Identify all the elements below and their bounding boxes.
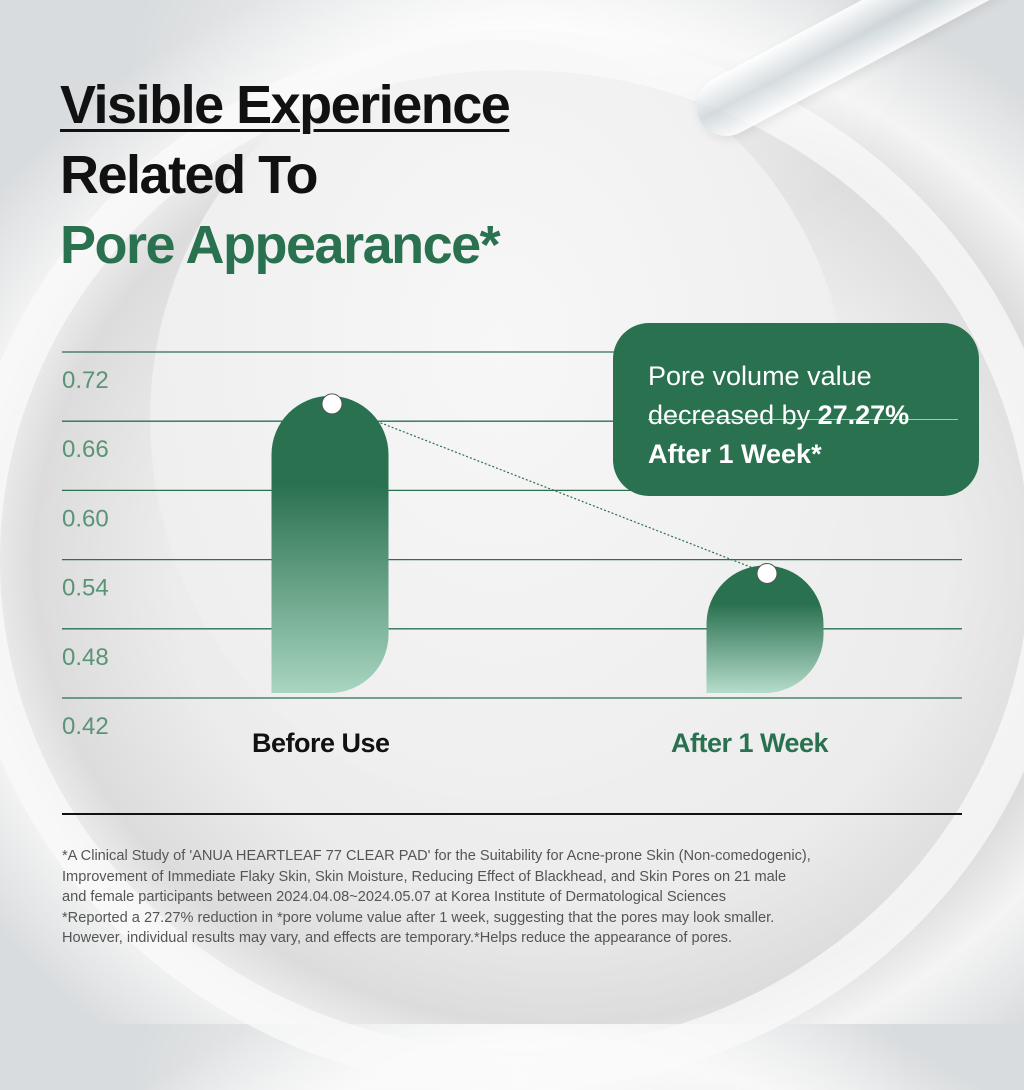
title-line-3: Pore Appearance* [60,215,501,275]
divider [62,813,962,815]
y-tick-label: 0.54 [62,575,109,602]
callout-line-1: Pore volume value [648,361,872,391]
data-point-marker [321,393,343,415]
data-point-marker [756,562,778,584]
callout-strike-line [648,419,958,420]
y-tick-label: 0.60 [62,505,109,532]
bar-after-1-week [706,565,824,693]
y-tick-label: 0.72 [62,367,109,394]
callout-value: 27.27% [817,400,910,430]
footnote-line: However, individual results may vary, an… [62,930,733,946]
y-tick-label: 0.48 [62,644,109,671]
y-tick-label: 0.66 [62,436,109,463]
callout-period: After 1 Week* [648,439,822,469]
footnote-line: Improvement of Immediate Flaky Skin, Ski… [62,868,787,885]
callout-line-3: After 1 Week* [648,435,979,474]
result-callout: Pore volume value decreased by 27.27% Af… [613,323,979,496]
footnote-line: and female participants between 2024.04.… [62,889,727,905]
y-tick-label: 0.42 [62,713,109,740]
callout-line-2: decreased by 27.27% [648,396,979,435]
footnote-line: *A Clinical Study of 'ANUA HEARTLEAF 77 … [62,848,811,864]
callout-prefix: decreased by [648,400,818,430]
x-label-before: Before Use [252,728,390,758]
x-label-after: After 1 Week [671,728,829,758]
bar-before-use [271,395,389,693]
connector-line [331,403,768,574]
headline: Visible Experience Related To Pore Appea… [60,70,511,280]
footnote: *A Clinical Study of 'ANUA HEARTLEAF 77 … [62,846,982,949]
title-line-1: Visible Experience [60,75,511,135]
footnote-line: *Reported a 27.27% reduction in *pore vo… [62,909,775,926]
title-line-2: Related To [60,145,319,205]
